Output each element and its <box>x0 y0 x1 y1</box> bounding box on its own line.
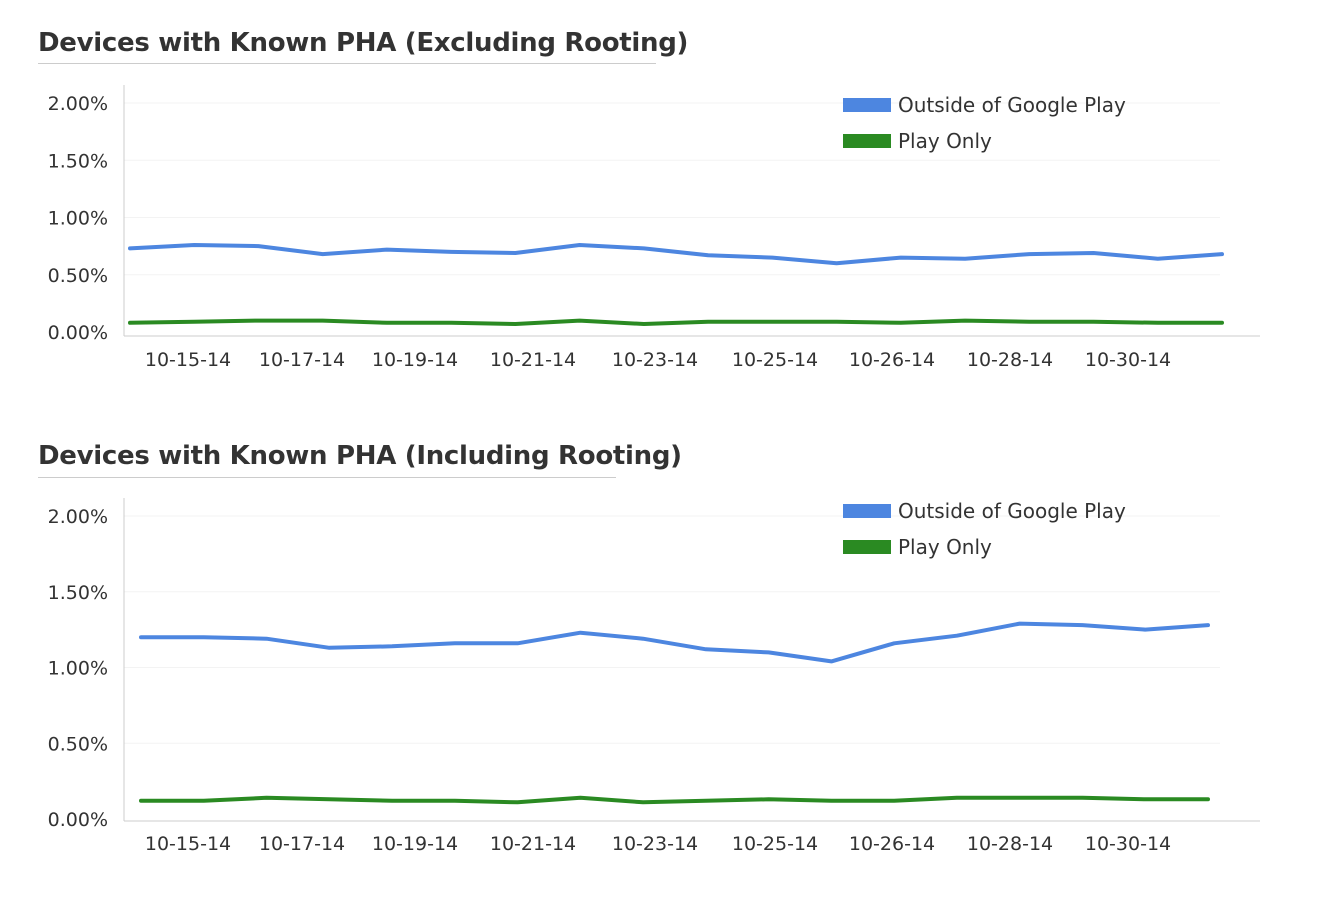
x-tick-label: 10-17-14 <box>259 349 345 371</box>
legend-swatch <box>843 98 891 112</box>
series-line <box>139 621 1210 664</box>
x-tick-label: 10-26-14 <box>849 349 935 371</box>
x-tick-label: 10-25-14 <box>732 833 818 855</box>
x-tick-label: 10-19-14 <box>372 833 458 855</box>
legend-swatch <box>843 134 891 148</box>
chart-title: Devices with Known PHA (Including Rootin… <box>38 441 682 471</box>
x-tick-label: 10-25-14 <box>732 349 818 371</box>
chart-title: Devices with Known PHA (Excluding Rootin… <box>38 28 689 58</box>
x-tick-label: 10-15-14 <box>145 833 231 855</box>
y-tick-label: 1.50% <box>48 582 108 604</box>
legend-label: Play Only <box>898 535 992 559</box>
x-tick-label: 10-23-14 <box>612 349 698 371</box>
y-tick-label: 0.50% <box>48 733 108 755</box>
y-tick-label: 1.50% <box>48 150 108 172</box>
x-tick-label: 10-19-14 <box>372 349 458 371</box>
x-tick-label: 10-28-14 <box>967 349 1053 371</box>
title-underline <box>38 477 616 478</box>
line-chart: 0.00% 0.50% 1.00% 1.50% 2.00% 10-15-14 10-17-1… <box>48 85 1260 371</box>
x-tick-label: 10-15-14 <box>145 349 231 371</box>
legend-label: Outside of Google Play <box>898 499 1126 523</box>
y-tick-label: 2.00% <box>48 93 108 115</box>
title-underline <box>38 63 656 64</box>
x-tick-label: 10-21-14 <box>490 833 576 855</box>
y-tick-label: 1.00% <box>48 208 108 230</box>
series-line <box>139 795 1210 805</box>
legend-swatch <box>843 540 891 554</box>
y-tick-label: 0.00% <box>48 322 108 344</box>
x-tick-label: 10-23-14 <box>612 833 698 855</box>
legend-label: Outside of Google Play <box>898 93 1126 117</box>
legend-label: Play Only <box>898 129 992 153</box>
x-tick-label: 10-30-14 <box>1085 349 1171 371</box>
x-tick-label: 10-28-14 <box>967 833 1053 855</box>
y-tick-label: 1.00% <box>48 658 108 680</box>
legend-swatch <box>843 504 891 518</box>
series-line <box>128 318 1224 326</box>
y-tick-label: 0.00% <box>48 809 108 831</box>
x-tick-label: 10-21-14 <box>490 349 576 371</box>
chart-excluding-rooting: Devices with Known PHA (Excluding Rootin… <box>0 0 1319 400</box>
y-tick-label: 2.00% <box>48 506 108 528</box>
x-tick-label: 10-26-14 <box>849 833 935 855</box>
x-tick-label: 10-17-14 <box>259 833 345 855</box>
y-tick-label: 0.50% <box>48 265 108 287</box>
series-line <box>128 243 1224 266</box>
x-tick-label: 10-30-14 <box>1085 833 1171 855</box>
